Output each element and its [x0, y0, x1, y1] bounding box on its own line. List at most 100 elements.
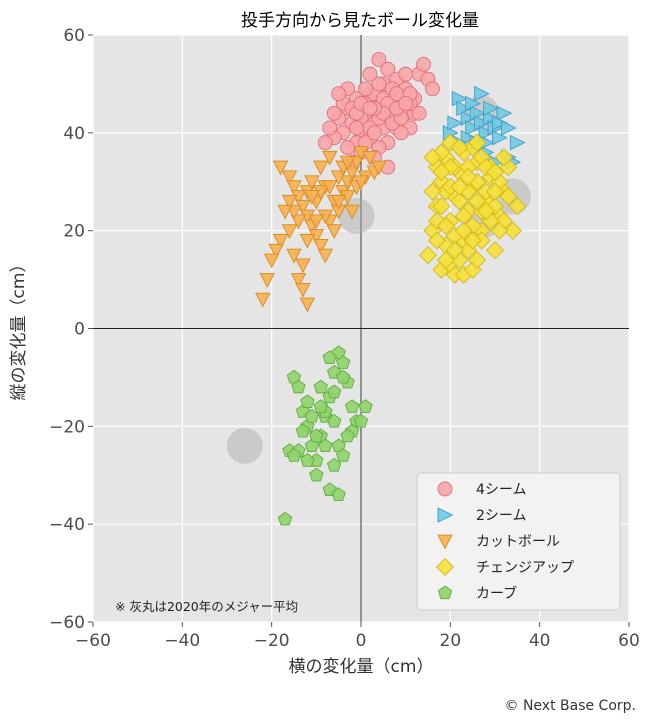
legend-label: チェンジアップ [476, 560, 574, 576]
data-point [436, 250, 455, 270]
data-point [277, 511, 293, 526]
annotation-note: ※ 灰丸は2020年のメジャー平均 [115, 599, 298, 614]
data-point [445, 241, 464, 260]
legend-marker [437, 534, 453, 550]
data-point [281, 194, 298, 210]
data-point [459, 167, 478, 186]
legend-marker [437, 585, 453, 600]
data-point [362, 150, 378, 166]
data-point [304, 408, 320, 423]
data-point [327, 413, 342, 428]
data-point [451, 90, 468, 107]
x-tick-label: 60 [618, 631, 640, 651]
series-pentagon [277, 345, 373, 526]
data-point [503, 221, 522, 240]
legend-marker [437, 481, 453, 497]
legend-label: 2シーム [476, 508, 527, 524]
data-point [494, 148, 513, 167]
data-point [353, 413, 369, 428]
data-point [344, 399, 360, 413]
data-point [272, 160, 289, 176]
data-point [380, 61, 396, 77]
data-point [309, 428, 324, 443]
data-point [454, 221, 473, 240]
data-point [268, 243, 284, 259]
y-axis-label: 縦の変化量（cm） [9, 256, 29, 401]
data-point [485, 182, 505, 201]
data-point [477, 202, 496, 221]
data-point [277, 204, 293, 220]
data-point [259, 273, 275, 288]
data-point [290, 214, 307, 230]
data-point [423, 148, 442, 167]
data-point [281, 170, 298, 186]
data-point [290, 273, 307, 288]
data-point [300, 394, 315, 408]
data-point [340, 140, 356, 155]
legend-label: カットボール [476, 534, 560, 550]
data-point [485, 241, 505, 260]
data-point [509, 134, 526, 151]
data-point [339, 155, 356, 171]
data-point [463, 231, 482, 250]
y-tick-label: 0 [74, 320, 85, 340]
y-tick-label: −20 [49, 417, 85, 437]
data-point [450, 177, 469, 196]
data-point [322, 350, 337, 364]
data-point [465, 95, 482, 112]
data-point [299, 234, 316, 249]
chart-title: 投手方向から見たボール変化量 [241, 11, 479, 31]
data-point [450, 192, 469, 211]
data-point [322, 120, 338, 136]
x-tick-label: 0 [356, 631, 367, 651]
data-point [340, 428, 355, 443]
data-point [304, 175, 320, 191]
data-point [318, 438, 333, 453]
data-point [432, 197, 451, 216]
data-point [295, 258, 311, 274]
data-point [500, 120, 517, 136]
data-point [326, 224, 342, 239]
series-triangle-down [254, 145, 387, 313]
y-tick-label: 20 [63, 222, 85, 242]
y-tick-label: −60 [49, 613, 85, 633]
data-point [327, 384, 342, 399]
data-point [313, 399, 328, 413]
data-point [436, 216, 455, 235]
legend-label: 4シーム [476, 482, 527, 498]
x-tick-label: 40 [529, 631, 551, 651]
data-point [313, 160, 329, 176]
data-point [468, 250, 487, 270]
data-point [286, 180, 302, 195]
data-point [299, 297, 316, 313]
y-tick-label: −40 [49, 515, 85, 535]
data-point [344, 204, 360, 220]
data-point [447, 115, 464, 131]
data-point [483, 100, 499, 117]
data-point [469, 105, 486, 121]
mlb-average-point [226, 427, 263, 464]
data-point [465, 120, 482, 136]
data-point [321, 180, 338, 195]
data-point [300, 453, 315, 467]
data-point [496, 105, 513, 121]
data-point [416, 56, 431, 72]
data-point [411, 105, 427, 121]
data-point [327, 457, 342, 472]
data-point [393, 125, 409, 141]
data-point [291, 379, 306, 394]
data-point [423, 182, 442, 201]
legend-label: カーブ [476, 585, 517, 602]
data-point [295, 282, 311, 298]
data-point [371, 52, 387, 67]
data-point [427, 211, 446, 230]
x-tick-label: −60 [75, 631, 111, 651]
data-point [317, 135, 333, 151]
data-point [286, 448, 302, 462]
data-point [371, 160, 387, 176]
data-point [474, 115, 490, 131]
data-point [309, 467, 324, 482]
data-point [425, 81, 440, 97]
